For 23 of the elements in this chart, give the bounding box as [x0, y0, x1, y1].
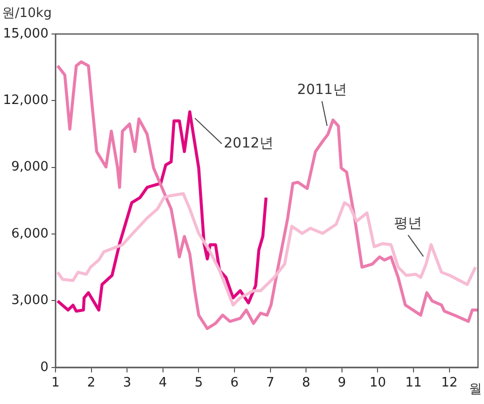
x-tick-label: 7	[266, 376, 274, 391]
x-tick-label: 4	[158, 376, 168, 391]
series-label: 2011년	[297, 82, 347, 98]
series-label: 평년	[394, 216, 422, 232]
x-tick-label: 2	[87, 376, 96, 391]
y-tick-label: 9,000	[11, 160, 48, 175]
x-tick-label: 8	[302, 376, 310, 391]
x-tick-label: 6	[230, 376, 239, 391]
series-label: 2012년	[224, 135, 274, 152]
y-tick-label: 12,000	[2, 93, 48, 108]
x-tick-label: 11	[405, 376, 422, 391]
x-tick-label: 3	[122, 376, 132, 391]
y-tick-label: 6,000	[11, 226, 48, 242]
y-tick-label: 15,000	[2, 26, 48, 42]
x-tick-label: 10	[369, 376, 386, 391]
y-axis-title: 원/10kg	[2, 5, 52, 22]
x-tick-label: 12	[441, 376, 458, 391]
y-tick-label: 3,000	[11, 293, 48, 308]
x-tick-label: 1	[51, 376, 60, 391]
x-tick-label: 9	[338, 376, 346, 391]
x-axis-title: 월	[469, 381, 482, 398]
y-tick-label: 0	[40, 360, 48, 375]
x-tick-label: 5	[194, 376, 203, 391]
